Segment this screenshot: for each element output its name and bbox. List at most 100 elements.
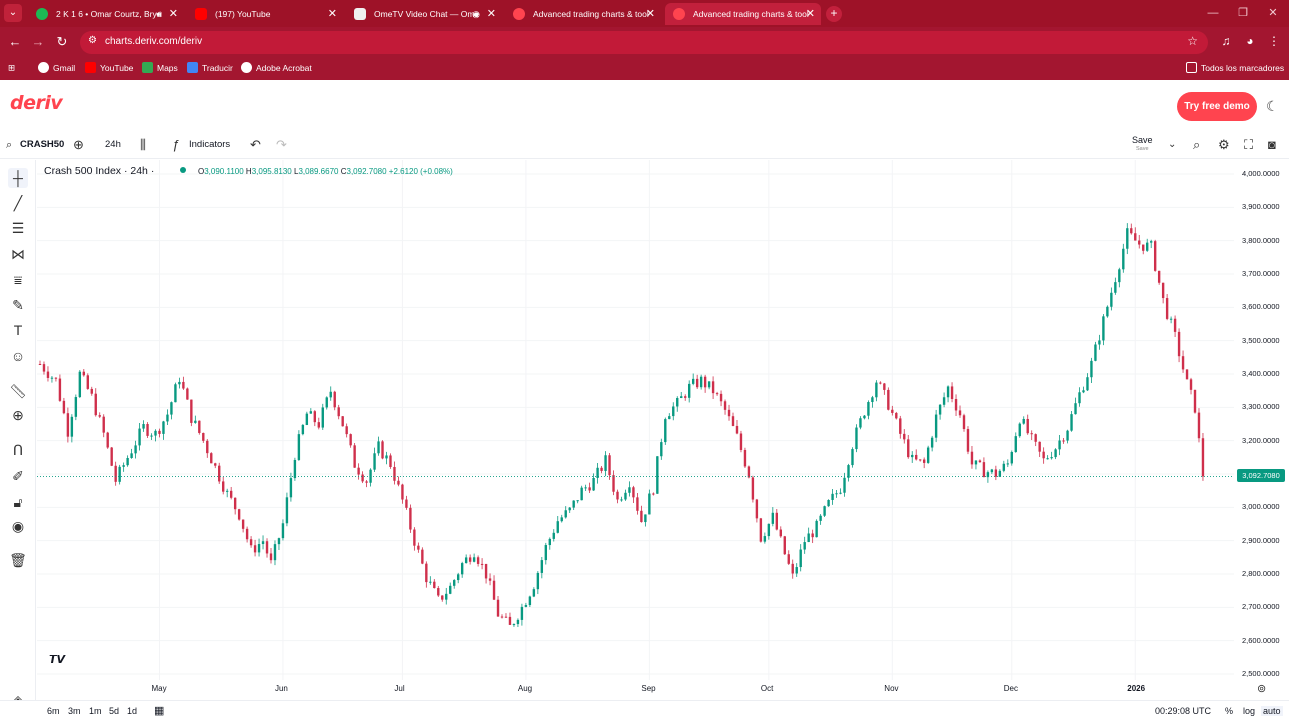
- media-controls-icon[interactable]: ♫: [1221, 34, 1231, 48]
- quick-search-icon[interactable]: ⌕: [1193, 137, 1201, 152]
- hide-drawings-icon[interactable]: ◉: [11, 518, 25, 534]
- candle-body: [528, 596, 532, 606]
- trash-icon[interactable]: 🗑︎: [9, 552, 27, 568]
- zoom-icon[interactable]: ⊕: [12, 407, 24, 423]
- ruler-icon[interactable]: 📏︎: [9, 383, 27, 399]
- price-axis[interactable]: [1234, 160, 1289, 680]
- candle-body: [855, 427, 858, 450]
- candle-body: [755, 499, 759, 519]
- axis-settings-icon[interactable]: ⊚: [1257, 683, 1267, 695]
- redo-icon[interactable]: ↷: [276, 137, 287, 152]
- symbol-search[interactable]: CRASH50: [20, 139, 65, 150]
- try-free-demo-button[interactable]: Try free demo: [1177, 92, 1257, 121]
- utc-clock[interactable]: 00:29:08 UTC: [1155, 706, 1212, 716]
- candle-body: [536, 572, 540, 590]
- more-menu-icon[interactable]: ⋮: [1268, 34, 1280, 48]
- deriv-logo[interactable]: deriv: [10, 92, 63, 114]
- reload-icon[interactable]: ↻: [56, 34, 68, 49]
- save-button[interactable]: Save Save: [1132, 136, 1153, 154]
- apps-icon[interactable]: ⊞: [8, 62, 16, 73]
- auto-toggle[interactable]: auto: [1261, 706, 1283, 716]
- maximize-button[interactable]: ❐: [1238, 7, 1248, 19]
- fib-retracement-icon[interactable]: ☰: [11, 220, 25, 236]
- candle-body: [560, 517, 563, 522]
- time-axis[interactable]: [37, 680, 1234, 700]
- bookmark-youtube[interactable]: YouTube: [85, 62, 133, 74]
- range-3m[interactable]: 3m: [68, 706, 81, 716]
- close-icon[interactable]: ✕: [486, 8, 496, 20]
- url-text[interactable]: charts.deriv.com/deriv: [105, 36, 203, 47]
- candle-body: [938, 404, 942, 415]
- calendar-icon[interactable]: ▦: [154, 705, 165, 717]
- emoji-icon[interactable]: ☺: [10, 348, 26, 364]
- candle-body: [580, 487, 583, 501]
- stay-drawing-icon[interactable]: ✐: [12, 468, 24, 484]
- bookmark-traducir[interactable]: Traducir: [187, 62, 233, 74]
- text-icon[interactable]: T: [13, 322, 23, 338]
- bookmark-maps[interactable]: Maps: [142, 62, 178, 74]
- browser-tab[interactable]: 2 K 1 6 • Omar Courtz, Brya 🔊︎ ✕: [28, 3, 184, 25]
- chart-pane[interactable]: [37, 160, 1234, 680]
- magnet-icon[interactable]: Ո: [12, 442, 24, 458]
- range-6m[interactable]: 6m: [47, 706, 60, 716]
- dark-mode-icon[interactable]: ☾: [1266, 98, 1279, 114]
- candle-body: [903, 433, 906, 440]
- price-tick-label: 3,300.0000: [1242, 402, 1280, 412]
- browser-tab[interactable]: OmeTV Video Chat — Ome ◉ ✕: [346, 3, 502, 25]
- candle-body: [990, 469, 994, 473]
- all-bookmarks[interactable]: Todos los marcadores: [1186, 62, 1284, 74]
- camera-icon[interactable]: ◙: [1268, 137, 1276, 152]
- bookmark-adobe-acrobat[interactable]: Adobe Acrobat: [241, 62, 312, 74]
- crosshair-icon[interactable]: ┼: [8, 168, 28, 188]
- search-icon[interactable]: ⌕: [6, 139, 13, 151]
- speaker-icon[interactable]: 🔊︎: [156, 9, 162, 19]
- indicators-button[interactable]: Indicators: [189, 139, 231, 150]
- range-1d[interactable]: 1d: [127, 706, 138, 716]
- close-icon[interactable]: ✕: [168, 8, 178, 20]
- indicators-icon[interactable]: ƒ: [172, 137, 180, 152]
- browser-tab[interactable]: (197) YouTube ✕: [187, 3, 343, 25]
- undo-icon[interactable]: ↶: [250, 137, 261, 152]
- bookmark-gmail[interactable]: Gmail: [38, 62, 75, 74]
- percent-toggle[interactable]: %: [1225, 706, 1234, 716]
- close-icon[interactable]: ✕: [327, 8, 337, 20]
- compare-add-icon[interactable]: ⊕: [73, 137, 84, 152]
- price-chart[interactable]: [37, 160, 1234, 680]
- bookmark-star-icon[interactable]: ☆: [1187, 34, 1198, 48]
- close-icon[interactable]: ✕: [645, 8, 655, 20]
- chart-type-icon[interactable]: ⫼: [140, 137, 146, 152]
- brush-icon[interactable]: ✎: [12, 297, 24, 313]
- browser-tab-active[interactable]: Advanced trading charts & tool ✕: [665, 3, 821, 25]
- chevron-down-icon[interactable]: ⌄: [1168, 139, 1177, 150]
- new-tab-button[interactable]: +: [826, 6, 842, 22]
- back-icon[interactable]: ←: [8, 34, 22, 49]
- lock-icon[interactable]: 🔓︎: [13, 494, 23, 510]
- candle-body: [162, 421, 165, 434]
- forward-icon[interactable]: →: [31, 34, 45, 49]
- candle-body: [94, 393, 97, 416]
- pattern-icon[interactable]: ⋈: [11, 246, 25, 262]
- site-info-icon[interactable]: ⚙: [88, 35, 97, 46]
- candle-body: [1010, 451, 1013, 464]
- window-close-button[interactable]: ✕: [1268, 7, 1278, 19]
- minimize-button[interactable]: —: [1207, 7, 1219, 19]
- address-bar[interactable]: ⚙ charts.deriv.com/deriv ☆: [80, 31, 1208, 54]
- candle-body: [994, 469, 998, 477]
- candle-body: [1189, 379, 1193, 390]
- tradingview-logo[interactable]: 𝙏𝙑: [49, 654, 66, 666]
- range-5d[interactable]: 5d: [109, 706, 120, 716]
- candle-body: [421, 549, 424, 564]
- interval-selector[interactable]: 24h: [105, 139, 121, 150]
- browser-tab[interactable]: Advanced trading charts & tool ✕: [505, 3, 661, 25]
- tab-search-icon[interactable]: ⌄: [4, 4, 22, 22]
- prediction-icon[interactable]: ⩸: [13, 272, 23, 288]
- price-tick-label: 4,000.0000: [1242, 169, 1280, 178]
- profile-avatar[interactable]: ◕: [1246, 34, 1254, 48]
- trend-line-icon[interactable]: ╱: [13, 195, 23, 211]
- range-1m[interactable]: 1m: [89, 706, 102, 716]
- log-toggle[interactable]: log: [1243, 706, 1256, 716]
- settings-gear-icon[interactable]: ⚙: [1218, 137, 1230, 152]
- fullscreen-icon[interactable]: ⛶: [1244, 137, 1254, 152]
- candle-body: [564, 510, 567, 518]
- close-icon[interactable]: ✕: [805, 8, 815, 20]
